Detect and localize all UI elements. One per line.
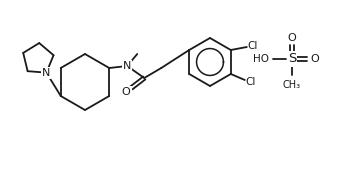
Text: O: O: [288, 33, 296, 43]
Text: S: S: [288, 53, 296, 65]
Text: N: N: [42, 68, 51, 78]
Text: Cl: Cl: [246, 77, 256, 87]
Text: CH₃: CH₃: [283, 80, 301, 90]
Text: HO: HO: [253, 54, 269, 64]
Text: O: O: [311, 54, 319, 64]
Text: O: O: [122, 87, 131, 97]
Text: N: N: [123, 61, 132, 71]
Text: Cl: Cl: [248, 41, 258, 51]
